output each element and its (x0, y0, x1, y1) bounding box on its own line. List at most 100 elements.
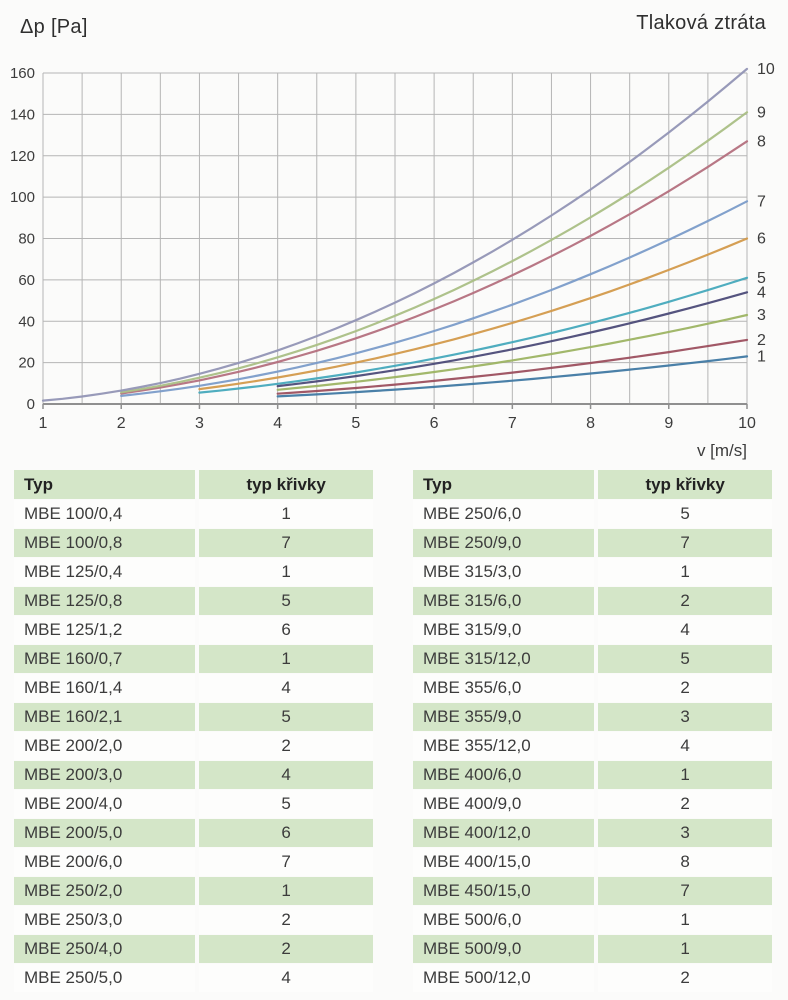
type-cell: MBE 400/9,0 (413, 790, 595, 818)
type-cell: MBE 200/6,0 (14, 848, 196, 876)
curve-5 (198, 276, 749, 394)
x-axis-tick-label: 5 (351, 415, 360, 432)
type-cell: MBE 315/3,0 (413, 558, 595, 586)
type-cell: MBE 200/3,0 (14, 761, 196, 789)
curve-3 (276, 313, 749, 391)
column-header-typ: Typ (413, 470, 595, 499)
table-row: MBE 500/9,0 1 (413, 935, 772, 963)
type-curve-tables: Typ typ křivky MBE 100/0,4 1 MBE 100/0,8 7 M… (14, 470, 772, 993)
column-header-curve-type: typ křivky (598, 470, 772, 499)
x-axis-tick-label: 1 (39, 415, 48, 432)
type-cell: MBE 315/12,0 (413, 645, 595, 673)
type-cell: MBE 500/9,0 (413, 935, 595, 963)
table-row: MBE 315/12,0 5 (413, 645, 772, 673)
y-axis-tick-label: 160 (10, 65, 35, 82)
curve-2 (276, 338, 749, 395)
table-row: MBE 355/12,0 4 (413, 732, 772, 760)
type-cell: MBE 500/12,0 (413, 964, 595, 992)
table-row: MBE 200/4,0 5 (14, 790, 373, 818)
x-axis-tick-label: 2 (117, 415, 126, 432)
type-cell: MBE 250/6,0 (413, 500, 595, 528)
type-cell: MBE 355/12,0 (413, 732, 595, 760)
curve-number-cell: 2 (199, 935, 373, 963)
type-cell: MBE 200/4,0 (14, 790, 196, 818)
type-cell: MBE 160/1,4 (14, 674, 196, 702)
x-axis-tick-label: 6 (430, 415, 439, 432)
type-cell: MBE 315/6,0 (413, 587, 595, 615)
type-cell: MBE 200/5,0 (14, 819, 196, 847)
type-cell: MBE 125/0,4 (14, 558, 196, 586)
table-row: MBE 500/12,0 2 (413, 964, 772, 992)
curve-number-cell: 1 (598, 558, 772, 586)
type-cell: MBE 400/15,0 (413, 848, 595, 876)
curve-number-cell: 1 (598, 935, 772, 963)
column-header-curve-type: typ křivky (199, 470, 373, 499)
table-row: MBE 250/5,0 4 (14, 964, 373, 992)
curve-number-cell: 1 (598, 906, 772, 934)
y-axis-tick-label: 0 (27, 396, 35, 413)
table-row: MBE 250/9,0 7 (413, 529, 772, 557)
table-row: MBE 250/4,0 2 (14, 935, 373, 963)
curve-number-cell: 7 (598, 529, 772, 557)
curve-7 (120, 200, 749, 397)
table-row: MBE 100/0,8 7 (14, 529, 373, 557)
curve-number-cell: 7 (199, 848, 373, 876)
curve-number-cell: 7 (199, 529, 373, 557)
curve-number-cell: 6 (199, 616, 373, 644)
table-row: MBE 400/15,0 8 (413, 848, 772, 876)
table-row: MBE 250/2,0 1 (14, 877, 373, 905)
curve-10 (41, 67, 749, 402)
curve-1 (276, 355, 749, 398)
table-row: MBE 355/6,0 2 (413, 674, 772, 702)
curve-number-cell: 4 (199, 761, 373, 789)
type-table-left: Typ typ křivky MBE 100/0,4 1 MBE 100/0,8 7 M… (14, 470, 373, 993)
curve-number-cell: 1 (598, 761, 772, 789)
x-axis-tick-label: 10 (738, 415, 756, 432)
type-cell: MBE 450/15,0 (413, 877, 595, 905)
type-cell: MBE 400/6,0 (413, 761, 595, 789)
type-table-right: Typ typ křivky MBE 250/6,0 5 MBE 250/9,0 7 M… (413, 470, 772, 993)
table-row: MBE 125/1,2 6 (14, 616, 373, 644)
curve-label-2: 2 (757, 332, 766, 349)
curve-number-cell: 6 (199, 819, 373, 847)
curve-number-cell: 5 (199, 587, 373, 615)
curve-number-cell: 4 (598, 732, 772, 760)
curve-number-cell: 8 (598, 848, 772, 876)
curve-9 (120, 111, 749, 394)
table-row: MBE 315/9,0 4 (413, 616, 772, 644)
table-row: MBE 315/6,0 2 (413, 587, 772, 615)
curve-label-8: 8 (757, 133, 766, 150)
x-axis-tick-label: 3 (195, 415, 204, 432)
type-cell: MBE 100/0,4 (14, 500, 196, 528)
type-cell: MBE 125/1,2 (14, 616, 196, 644)
curve-number-cell: 5 (598, 500, 772, 528)
y-axis-tick-label: 140 (10, 106, 35, 123)
curve-label-9: 9 (757, 104, 766, 121)
chart-title: Tlaková ztráta (636, 12, 766, 34)
curve-label-6: 6 (757, 231, 766, 248)
y-axis-tick-label: 80 (18, 231, 35, 248)
y-axis-tick-label: 100 (10, 189, 35, 206)
curve-number-cell: 1 (199, 500, 373, 528)
curve-label-5: 5 (757, 270, 766, 287)
y-axis-title: Δp [Pa] (20, 16, 88, 38)
curve-number-cell: 1 (199, 558, 373, 586)
curve-number-cell: 2 (199, 906, 373, 934)
curve-number-cell: 2 (598, 790, 772, 818)
type-cell: MBE 160/2,1 (14, 703, 196, 731)
curve-number-cell: 5 (199, 703, 373, 731)
curve-number-cell: 5 (598, 645, 772, 673)
y-axis-tick-label: 120 (10, 148, 35, 165)
table-header-row: Typ typ křivky (14, 470, 373, 499)
column-header-typ: Typ (14, 470, 196, 499)
table-row: MBE 250/6,0 5 (413, 500, 772, 528)
table-row: MBE 450/15,0 7 (413, 877, 772, 905)
type-cell: MBE 355/9,0 (413, 703, 595, 731)
table-row: MBE 160/0,7 1 (14, 645, 373, 673)
table-row: MBE 250/3,0 2 (14, 906, 373, 934)
table-row: MBE 125/0,8 5 (14, 587, 373, 615)
curve-number-cell: 3 (598, 819, 772, 847)
type-cell: MBE 400/12,0 (413, 819, 595, 847)
table-row: MBE 355/9,0 3 (413, 703, 772, 731)
